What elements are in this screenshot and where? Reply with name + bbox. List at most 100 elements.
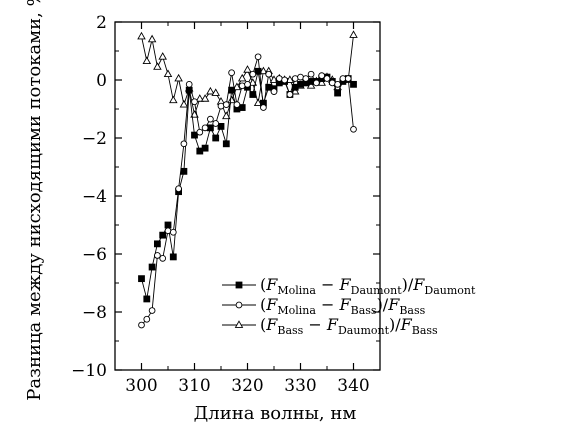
data-point (153, 62, 162, 70)
data-point (232, 82, 242, 91)
data-point (244, 80, 251, 88)
data-point (243, 65, 252, 73)
data-point (317, 78, 326, 86)
y-tick-label: −4 (82, 187, 107, 207)
series-1-line (141, 71, 354, 300)
data-point (158, 52, 167, 60)
y-tick-label: −8 (82, 303, 107, 323)
data-point (222, 140, 230, 148)
data-point (260, 104, 267, 111)
data-point (249, 91, 257, 98)
y-tick-label: 0 (96, 71, 107, 91)
data-point (270, 88, 278, 95)
x-tick-label: 330 (284, 376, 316, 396)
data-point (180, 140, 188, 148)
plot-frame (114, 21, 381, 371)
legend-marker (235, 281, 243, 289)
data-point (254, 53, 262, 61)
y-axis-title: Разница между нисходящими потоками, % (24, 0, 45, 401)
data-point (159, 255, 167, 262)
data-point (207, 115, 214, 123)
legend-entry-1: (FMolina − FDaumont)/FDaumont (222, 275, 476, 297)
data-point (259, 66, 268, 75)
data-point (222, 101, 230, 109)
data-point (307, 70, 315, 78)
y-tick-label: −6 (82, 245, 107, 265)
data-point (154, 252, 161, 259)
data-point (265, 70, 273, 78)
data-point (323, 75, 331, 82)
data-point (138, 275, 145, 283)
data-point (222, 111, 231, 120)
data-point (200, 94, 210, 102)
x-tick-label: 320 (231, 376, 263, 396)
data-point (344, 75, 352, 82)
data-point (350, 80, 357, 88)
x-tick-label: 340 (337, 376, 369, 396)
data-point (138, 321, 145, 329)
y-tick-label: 2 (96, 13, 107, 33)
series-group (137, 30, 358, 329)
data-point (191, 131, 198, 139)
legend-label: (FMolina − FBass)/FBass (260, 295, 426, 317)
legend-label: (FBass − FDaumont)/FBass (260, 315, 438, 337)
tick-labels: 300 310 320 330 340 2 0 −2 −4 −6 −8 −10 (71, 13, 370, 396)
data-point (211, 88, 220, 96)
data-point (147, 34, 157, 43)
data-point (163, 69, 173, 78)
data-point (148, 263, 156, 271)
data-point (212, 120, 220, 127)
x-tick-label: 310 (178, 376, 210, 396)
data-point (238, 104, 246, 111)
data-point (349, 30, 358, 38)
data-point (201, 144, 209, 152)
data-point (201, 124, 209, 132)
data-point (306, 81, 316, 89)
x-tick-label: 300 (125, 376, 157, 396)
data-point (212, 134, 220, 142)
data-point (169, 253, 177, 261)
legend-entry-2: (FMolina − FBass)/FBass (222, 295, 426, 317)
data-point (179, 99, 189, 108)
data-point (164, 221, 172, 229)
data-point (195, 94, 205, 102)
data-point (148, 307, 156, 314)
data-point (286, 91, 294, 98)
data-point (191, 98, 198, 106)
data-point (302, 75, 310, 82)
y-tick-label: −10 (71, 361, 107, 381)
legend-marker (235, 301, 243, 309)
data-point (237, 73, 247, 82)
data-point (169, 95, 178, 104)
data-point (180, 167, 188, 175)
data-point (227, 95, 236, 104)
x-axis-title: Длина волны, нм (194, 403, 357, 424)
data-point (254, 67, 262, 75)
data-point (159, 231, 167, 239)
data-point (281, 76, 288, 84)
series-2 (138, 53, 357, 329)
data-point (334, 89, 342, 97)
data-point (350, 125, 357, 133)
data-point (249, 70, 257, 78)
y-tick-label: −2 (82, 129, 107, 149)
data-point (248, 78, 258, 86)
data-point (290, 86, 300, 95)
data-point (206, 86, 215, 95)
legend-marker (234, 320, 244, 328)
data-point (228, 69, 235, 77)
legend: (FMolina − FDaumont)/FDaumont(FMolina − … (222, 275, 476, 337)
data-point (233, 101, 241, 109)
data-point (318, 72, 326, 80)
data-point (217, 123, 225, 130)
data-point (175, 185, 182, 193)
data-point (142, 56, 152, 64)
data-point (174, 73, 183, 82)
data-point (185, 80, 193, 88)
data-point (143, 315, 151, 323)
data-point (196, 128, 204, 136)
legend-label: (FMolina − FDaumont)/FDaumont (260, 275, 476, 297)
data-point (313, 79, 320, 87)
